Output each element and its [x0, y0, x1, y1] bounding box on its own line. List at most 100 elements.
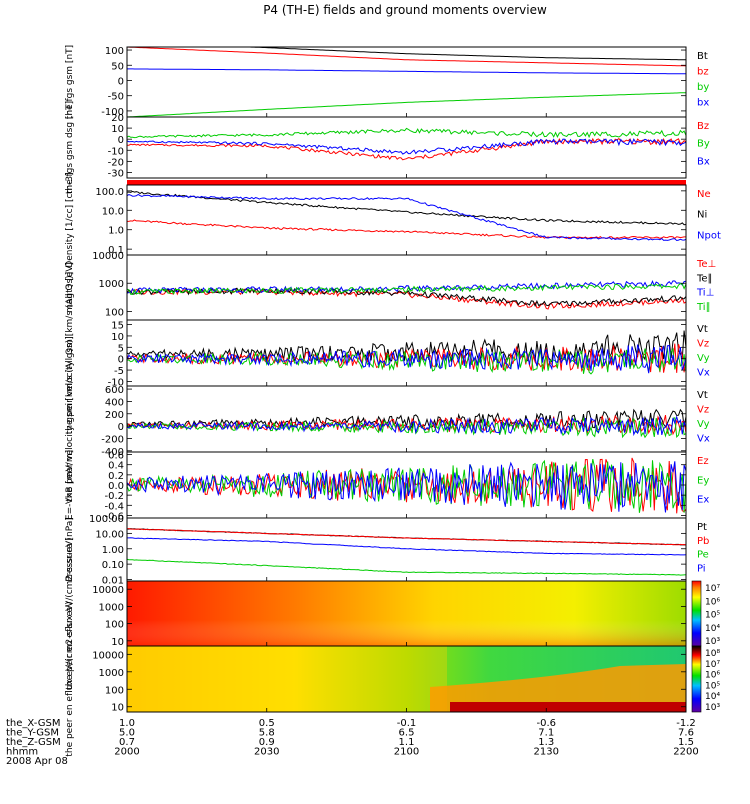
y-tick-label: -10: [108, 146, 124, 157]
chart-title: P4 (TH-E) fields and ground moments over…: [263, 3, 547, 17]
legend: Bt bz by bx: [697, 51, 709, 109]
legend-label: Bt: [697, 51, 708, 62]
time-axis-value: -1.2: [676, 718, 696, 729]
time-axis-row-label: the_X-GSM: [6, 718, 60, 729]
y-axis-label: E=-VxB [mV/m]: [65, 450, 75, 520]
y-tick-label: 10000: [92, 251, 124, 262]
y-axis-label: the fgs gsm dsg [nT]: [65, 101, 75, 194]
time-axis-row-label: the_Z-GSM: [6, 737, 61, 748]
y-tick-label: 10: [111, 637, 124, 648]
panel-frame: [126, 116, 687, 179]
y-axis: 100.00 10.00 1.00 0.10 0.01: [89, 514, 687, 587]
legend-label: Vx: [697, 434, 710, 445]
legend-label: Ne: [697, 189, 711, 200]
y-tick-label: 0.2: [108, 471, 124, 482]
legend-label: bx: [697, 98, 709, 109]
y-tick-label: 5: [118, 343, 124, 354]
y-axis: 10000 1000 100: [92, 251, 687, 320]
y-tick-label: 0.4: [108, 461, 124, 472]
y-tick-label: 1000: [99, 602, 124, 613]
legend-label: Pb: [697, 536, 709, 547]
y-tick-label: 1000: [99, 668, 124, 679]
y-tick-label: -5: [114, 366, 124, 377]
series-line-Pb: [126, 527, 687, 546]
series-line-Bz: [127, 137, 687, 161]
y-tick-label: 0.6: [108, 451, 124, 462]
y-tick-label: 10000: [92, 585, 124, 596]
y-axis: 100.0 10.0 1.0 0.1: [95, 187, 687, 256]
y-axis-label: the peer en eflux eV/(cm2-s-sr-eV): [65, 601, 75, 756]
series-line-bx: [127, 68, 686, 75]
colorbar-tick-label: 10⁸: [705, 649, 720, 659]
date-label: 2008 Apr 08: [6, 756, 68, 767]
time-axis-value: 6.5: [399, 728, 415, 739]
time-axis-value: 5.0: [119, 728, 135, 739]
series-line-Vz: [126, 343, 687, 373]
series-line-Ti∥: [126, 283, 687, 295]
y-tick-label: -30: [108, 168, 124, 179]
panel-7: Ez Ey Ex 0.60.40.20.0-0.2-0.4-0.6 E=-VxB [mV…: [65, 450, 709, 523]
legend-label: Ti⊥: [696, 288, 714, 299]
y-tick-label: 1.0: [108, 226, 124, 237]
time-axis-labels: the_X-GSM 1.0 0.5 -0.1 -0.6 -1.2 the_Y-GSM 5.0 5…: [6, 718, 699, 767]
legend-label: Vt: [697, 324, 708, 335]
y-axis-label: the peir en eflux eV/(cm2-s-sr-eV): [65, 537, 75, 689]
colorbar-tick-label: 10⁶: [705, 597, 720, 607]
legend-label: Pt: [697, 522, 707, 533]
y-tick-label: -10: [108, 377, 124, 388]
spectrogram-feature: [450, 702, 686, 712]
colorbar-tick-label: 10⁵: [705, 681, 720, 691]
y-tick-label: 10: [111, 332, 124, 343]
y-tick-label: 0.10: [102, 560, 124, 571]
legend-label: Npot: [697, 230, 721, 241]
y-tick-label: -0.4: [104, 501, 124, 512]
legend-label: Ni: [697, 210, 707, 221]
legend-label: Te∥: [696, 273, 713, 284]
series-line-Ez: [127, 457, 687, 514]
y-tick-label: 0: [118, 135, 124, 146]
time-axis-row-label: hhmm: [6, 747, 38, 758]
legend-label: Ez: [697, 456, 709, 467]
time-axis-value: 2100: [394, 747, 419, 758]
y-tick-label: 200: [105, 410, 124, 421]
y-tick-label: 100: [105, 620, 124, 631]
colorbar-tick-label: 10⁶: [705, 671, 720, 681]
y-tick-label: 0.01: [102, 576, 124, 587]
series-line-Pe: [126, 558, 687, 576]
spectrogram-feature: [430, 664, 686, 712]
legend-label: By: [697, 139, 710, 150]
legend-label: Pe: [697, 550, 709, 561]
series-line-bz: [126, 46, 687, 67]
time-axis-value: 2130: [534, 747, 559, 758]
time-axis-value: 1.5: [678, 737, 694, 748]
time-axis-value: 2000: [114, 747, 139, 758]
legend-label: Bx: [697, 156, 710, 167]
y-tick-label: -0.6: [104, 511, 124, 522]
legend-label: Pi: [697, 563, 706, 574]
y-tick-label: -100: [101, 107, 124, 118]
y-tick-label: 100: [105, 685, 124, 696]
legend-label: Vy: [697, 419, 710, 430]
y-tick-label: 100.0: [95, 187, 124, 198]
legend: Ne Ni Npot: [697, 189, 721, 241]
panel-3: Ne Ni Npot 100.0 10.0 1.0 0.1 Density [1/cc] [c…: [65, 172, 721, 267]
y-axis: 0.60.40.20.0-0.2-0.4-0.6: [104, 451, 687, 522]
y-tick-label: -50: [108, 92, 124, 103]
y-tick-label: 10.0: [102, 206, 124, 217]
legend-label: Vy: [697, 353, 710, 364]
colorbar-tick-label: 10³: [705, 703, 720, 713]
y-tick-label: 0: [118, 422, 124, 433]
panel-frame: [126, 46, 687, 118]
series-line-by: [126, 92, 686, 118]
panel-8: Pt Pb Pe Pi 100.00 10.00 1.00 0.10 0.01 Pressure …: [65, 514, 709, 587]
y-tick-label: 100: [105, 307, 124, 318]
series-line-Pi: [127, 537, 687, 556]
time-axis-value: -0.6: [536, 718, 556, 729]
